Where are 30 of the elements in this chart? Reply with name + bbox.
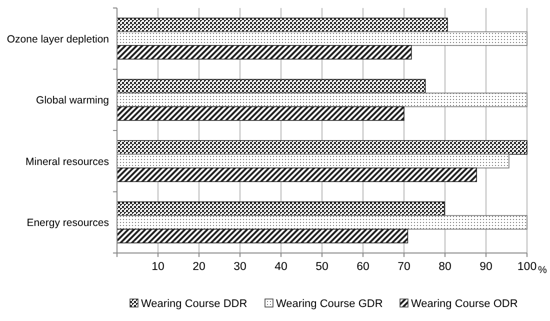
bar [116,215,528,230]
bar [116,140,528,155]
x-tick-label: 100 [517,261,537,273]
legend-label: Wearing Course GDR [276,298,383,310]
x-axis-title: % [538,265,547,276]
bar [116,18,448,32]
bar [116,228,408,244]
bar [116,168,477,182]
bar [116,154,510,168]
bar [116,78,426,94]
x-tick-label: 80 [438,261,452,273]
y-tick-label: Energy resources [26,217,109,230]
bar [116,106,404,121]
x-tick-label: 10 [152,261,164,273]
x-tick-label: 70 [398,261,410,273]
bar [116,45,412,60]
legend-label: Wearing Course DDR [141,298,248,310]
x-tick-label: 90 [480,261,492,273]
bar [116,92,528,108]
x-tick-label: 60 [356,261,370,273]
x-tick-label: 30 [234,261,246,273]
x-tick-label: 40 [274,261,288,273]
legend-label: Wearing Course ODR [411,298,518,310]
x-tick-label: 50 [316,261,328,273]
bar [116,31,528,46]
y-tick-label: Mineral resources [26,156,109,168]
y-tick-label: Ozone layer depletion [6,33,110,46]
bar [116,201,445,216]
x-tick-label: 20 [192,261,206,273]
y-tick-label: Global warming [36,94,110,107]
